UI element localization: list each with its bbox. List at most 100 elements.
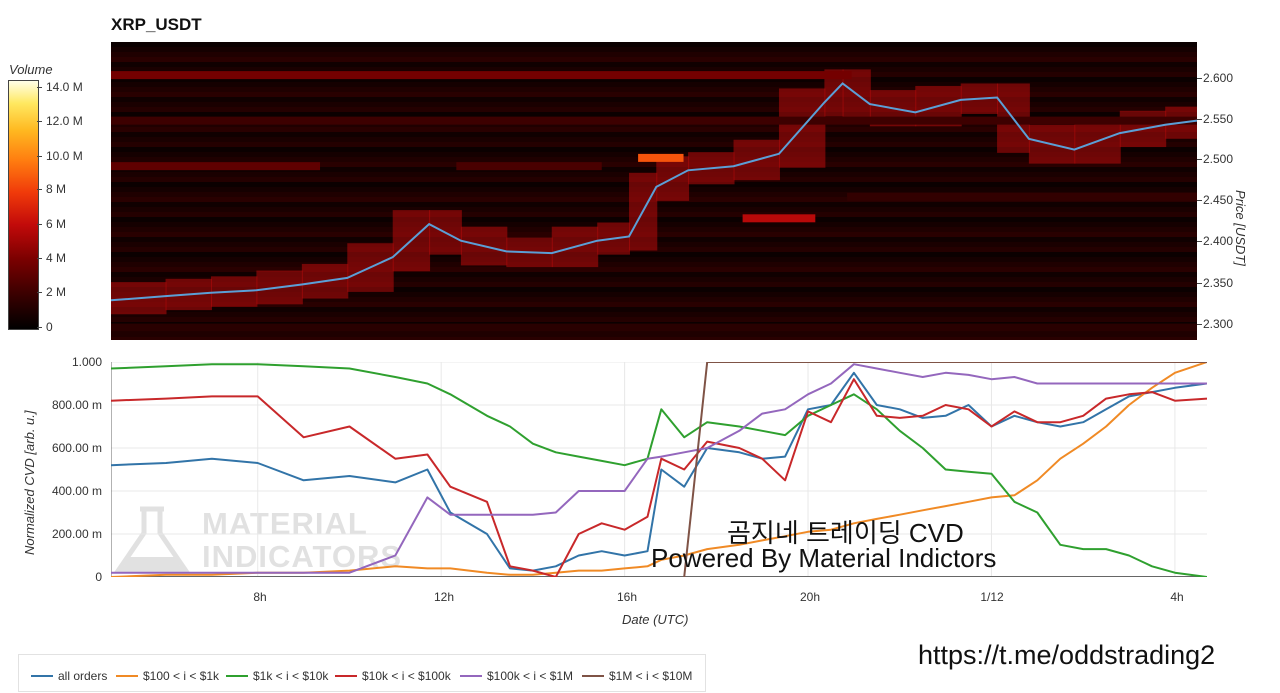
- cvd-y-ticks: 1.000 800.00 m 600.00 m 400.00 m 200.00 …: [0, 355, 108, 584]
- heatmap-band: [111, 302, 1197, 307]
- legend-swatch: [582, 674, 604, 677]
- colorbar-tick: 2 M: [37, 285, 66, 299]
- heatmap-band: [111, 307, 1197, 312]
- heatmap-band: [111, 67, 1197, 72]
- cvd-tick: 800.00 m: [51, 398, 102, 412]
- colorbar-tick: 6 M: [37, 217, 66, 231]
- heatmap-band: [111, 47, 1197, 52]
- heatmap-band: [111, 132, 1197, 137]
- heatmap-band: [111, 317, 1197, 322]
- series-100-1k: [111, 362, 1207, 577]
- orderbook-heatmap[interactable]: [111, 42, 1197, 340]
- colorbar-tick: 8 M: [37, 182, 66, 196]
- heatmap-band: [111, 332, 1197, 337]
- heatmap-band: [111, 267, 1197, 272]
- cvd-tick: 200.00 m: [51, 527, 102, 541]
- legend-swatch: [116, 674, 138, 677]
- liquidity-level: [111, 162, 321, 171]
- x-tick: 20h: [799, 590, 821, 604]
- heatmap-band: [111, 167, 1197, 172]
- cvd-tick: 0: [95, 570, 102, 584]
- overlay-subtitle: Powered By Material Indictors: [651, 543, 997, 573]
- legend-item-1k-10k[interactable]: $1k < i < $10k: [226, 669, 328, 683]
- heatmap-band: [111, 107, 1197, 112]
- volume-colorbar: [8, 80, 39, 330]
- heatmap-band: [111, 97, 1197, 102]
- heatmap-band: [111, 142, 1197, 147]
- liquidity-level: [847, 192, 1197, 201]
- price-tick: 2.550: [1196, 112, 1234, 126]
- colorbar-tick: 10.0 M: [37, 149, 83, 163]
- heatmap-band: [111, 127, 1197, 132]
- price-tick: 2.600: [1196, 71, 1234, 85]
- telegram-link[interactable]: https://t.me/oddstrading2: [918, 640, 1216, 670]
- heatmap-band: [111, 112, 1197, 117]
- heatmap-band: [111, 312, 1197, 317]
- liquidity-level: [742, 214, 816, 223]
- heatmap-band: [111, 42, 1197, 47]
- liquidity-level: [456, 162, 602, 171]
- heatmap-svg: [111, 42, 1197, 340]
- heatmap-band: [111, 162, 1197, 167]
- chart-title: XRP_USDT: [111, 15, 202, 34]
- liquidity-level: [111, 323, 1197, 332]
- heatmap-band: [111, 77, 1197, 82]
- series-100k-1m: [111, 363, 1207, 574]
- legend-item-all-orders[interactable]: all orders: [31, 669, 107, 683]
- x-tick: 4h: [1170, 590, 1184, 604]
- heatmap-band: [111, 57, 1197, 62]
- cvd-chart[interactable]: [111, 362, 1207, 577]
- heatmap-band: [111, 52, 1197, 57]
- x-axis-ticks: 8h 12h 16h 20h 1/12 4h: [111, 590, 1207, 610]
- legend-swatch: [335, 674, 357, 677]
- heatmap-band: [111, 272, 1197, 277]
- legend-swatch: [460, 674, 482, 677]
- colorbar-tick: 4 M: [37, 251, 66, 265]
- price-tick: 2.400: [1196, 234, 1234, 248]
- colorbar-ticks: 14.0 M 12.0 M 10.0 M 8 M 6 M 4 M 2 M 0: [37, 80, 107, 334]
- legend-label: $1M < i < $10M: [609, 669, 693, 683]
- legend-swatch: [31, 674, 53, 677]
- legend-item-10k-100k[interactable]: $10k < i < $100k: [335, 669, 451, 683]
- heatmap-band: [111, 147, 1197, 152]
- heatmap-band: [111, 292, 1197, 297]
- heatmap-band: [111, 277, 1197, 282]
- price-axis-label: Price [USDT]: [1233, 190, 1248, 266]
- cvd-svg: [111, 362, 1207, 577]
- price-tick: 2.500: [1196, 152, 1234, 166]
- legend-item-1m-10m[interactable]: $1M < i < $10M: [582, 669, 692, 683]
- legend: all orders $100 < i < $1k $1k < i < $10k…: [18, 654, 706, 692]
- x-tick: 16h: [616, 590, 638, 604]
- heatmap-band: [111, 252, 1197, 257]
- heatmap-band: [111, 102, 1197, 107]
- heatmap-band: [111, 92, 1197, 97]
- watermark-line2: INDICATORS: [202, 539, 403, 574]
- cvd-grid: [111, 362, 1207, 577]
- price-tick: 2.450: [1196, 193, 1234, 207]
- colorbar-tick: 12.0 M: [37, 114, 83, 128]
- series-1k-10k: [111, 363, 1207, 577]
- heatmap-band: [111, 82, 1197, 87]
- price-tick: 2.350: [1196, 276, 1234, 290]
- x-tick: 12h: [433, 590, 455, 604]
- legend-label: all orders: [58, 669, 108, 683]
- heatmap-band: [111, 287, 1197, 292]
- legend-label: $100k < i < $1M: [487, 669, 574, 683]
- x-tick: 1/12: [980, 590, 1004, 604]
- series-10k-100k: [111, 378, 1207, 577]
- price-axis: 2.600 2.550 2.500 2.450 2.400 2.350 2.30…: [1196, 42, 1280, 340]
- cvd-tick: 1.000: [71, 355, 102, 369]
- colorbar-label: Volume: [9, 62, 53, 77]
- heatmap-band: [111, 297, 1197, 302]
- x-axis-label: Date (UTC): [622, 612, 689, 627]
- heatmap-band: [111, 262, 1197, 267]
- series-all-orders: [111, 371, 1207, 572]
- liquidity-level: [111, 116, 1197, 125]
- legend-item-100k-1m[interactable]: $100k < i < $1M: [460, 669, 573, 683]
- legend-item-100-1k[interactable]: $100 < i < $1k: [116, 669, 219, 683]
- liquidity-level: [638, 153, 684, 162]
- heatmap-band: [111, 282, 1197, 287]
- cvd-tick: 400.00 m: [51, 484, 102, 498]
- heatmap-band: [111, 87, 1197, 92]
- heatmap-band: [111, 337, 1197, 340]
